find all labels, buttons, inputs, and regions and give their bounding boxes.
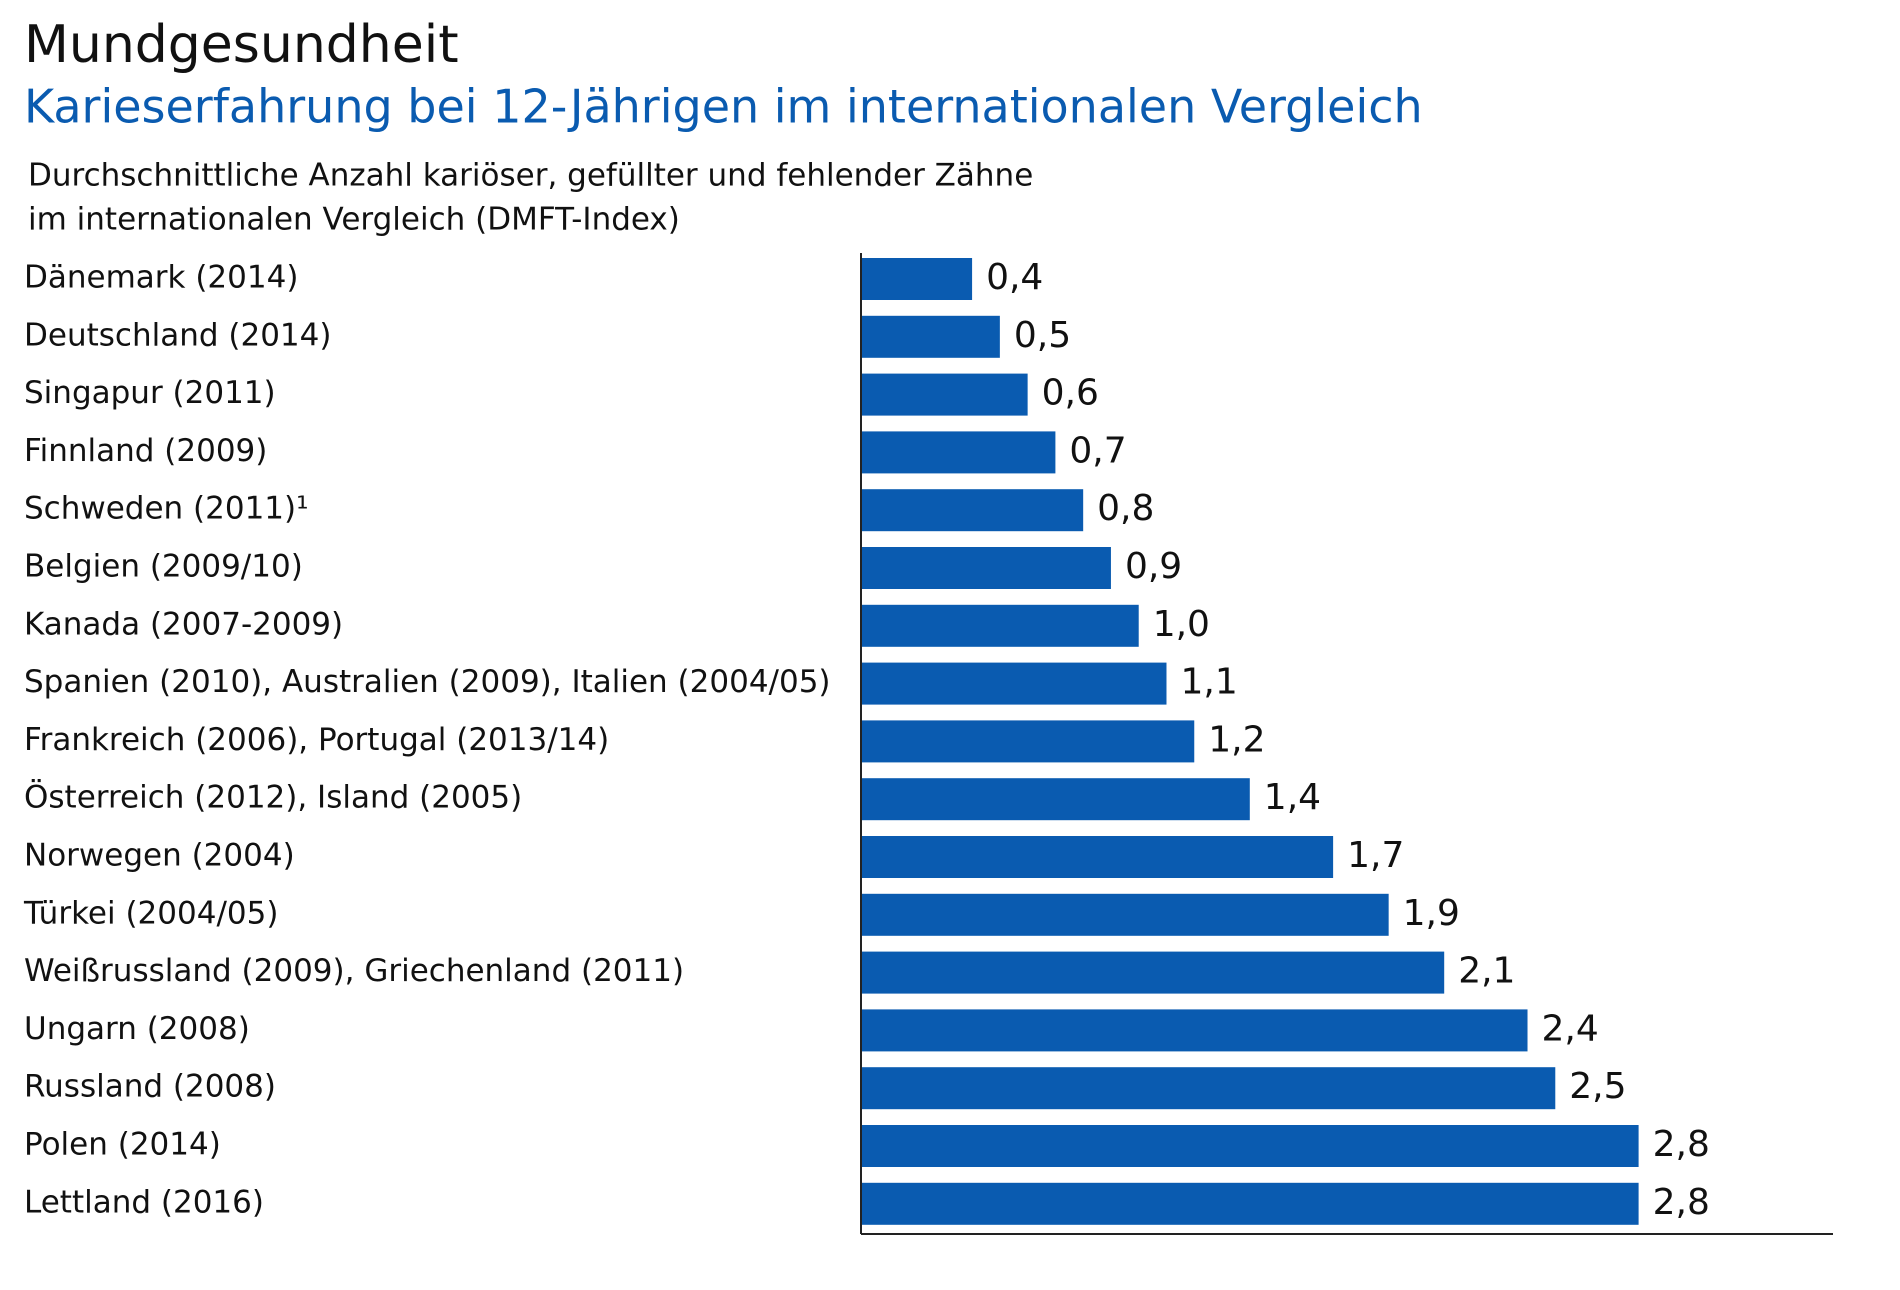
bar [861, 662, 1167, 705]
bar [861, 431, 1056, 474]
category-label: Österreich (2012), Island (2005) [24, 779, 522, 816]
category-label: Frankreich (2006), Portugal (2013/14) [24, 722, 609, 758]
bar [861, 547, 1111, 589]
value-label: 2,5 [1569, 1066, 1626, 1107]
bar [861, 720, 1195, 763]
chart-description: Durchschnittliche Anzahl kariöser, gefül… [28, 158, 1033, 194]
bar [861, 489, 1084, 532]
category-label: Schweden (2011)¹ [24, 491, 309, 527]
chart-title: Mundgesundheit [24, 15, 459, 75]
category-label: Norwegen (2004) [24, 838, 295, 874]
value-label: 2,1 [1458, 951, 1515, 992]
bar [861, 778, 1250, 821]
category-label: Singapur (2011) [24, 375, 276, 411]
value-label: 2,8 [1653, 1182, 1710, 1223]
bar [861, 893, 1389, 936]
category-label: Finnland (2009) [24, 433, 267, 469]
bar [861, 1009, 1528, 1052]
bar [861, 1125, 1639, 1167]
value-label: 1,0 [1153, 604, 1210, 645]
value-label: 0,8 [1097, 488, 1154, 529]
category-label: Kanada (2007-2009) [24, 606, 343, 642]
category-label: Dänemark (2014) [24, 260, 298, 296]
value-label: 1,2 [1208, 719, 1265, 760]
value-label: 1,7 [1347, 835, 1404, 876]
category-label: Weißrussland (2009), Griechenland (2011) [24, 953, 684, 989]
bar [861, 1182, 1639, 1225]
value-label: 0,5 [1014, 315, 1071, 356]
bar [861, 836, 1334, 878]
category-label: Belgien (2009/10) [24, 549, 303, 585]
value-label: 0,4 [986, 257, 1043, 298]
category-label: Lettland (2016) [24, 1184, 264, 1220]
value-label: 2,8 [1653, 1124, 1710, 1165]
bar [861, 315, 1000, 358]
category-label: Türkei (2004/05) [23, 895, 278, 931]
value-label: 0,7 [1069, 430, 1126, 471]
value-label: 1,1 [1180, 662, 1237, 703]
chart-subtitle: Karieserfahrung bei 12-Jährigen im inter… [24, 80, 1423, 134]
value-label: 1,4 [1264, 777, 1321, 818]
category-label: Russland (2008) [24, 1069, 276, 1105]
bar [861, 373, 1028, 416]
bar [861, 604, 1139, 647]
category-label: Deutschland (2014) [24, 317, 331, 353]
chart-description: im internationalen Vergleich (DMFT-Index… [28, 202, 680, 238]
value-label: 1,9 [1403, 893, 1460, 934]
value-label: 2,4 [1542, 1008, 1599, 1049]
value-label: 0,6 [1042, 373, 1099, 414]
bar [861, 1067, 1556, 1110]
value-label: 0,9 [1125, 546, 1182, 587]
bar [861, 951, 1445, 994]
category-label: Ungarn (2008) [24, 1011, 250, 1047]
category-label: Polen (2014) [24, 1127, 221, 1163]
category-label: Spanien (2010), Australien (2009), Itali… [24, 664, 831, 700]
bar [861, 258, 973, 300]
